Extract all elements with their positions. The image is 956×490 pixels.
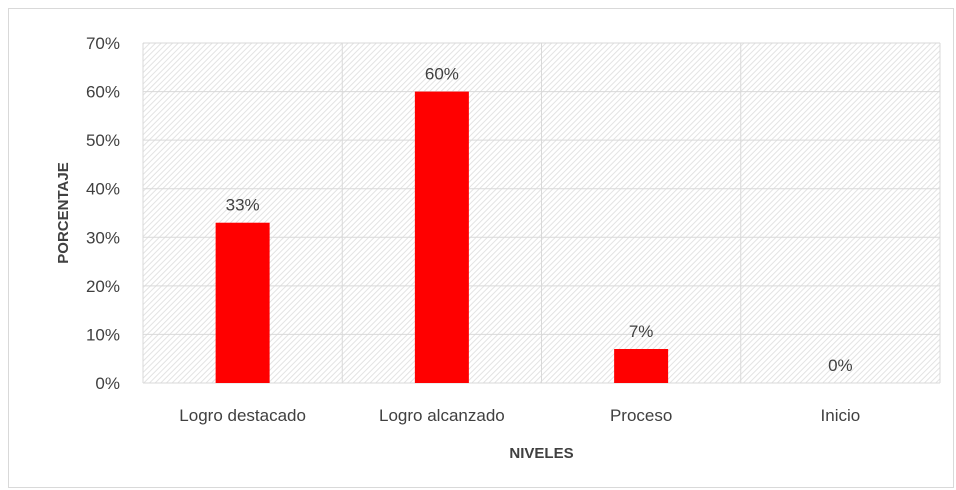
bar-0 bbox=[215, 222, 270, 383]
y-tick-label-0: 0% bbox=[95, 374, 120, 393]
y-tick-label-1: 10% bbox=[86, 325, 120, 344]
y-axis-ticks: 0% 10% 20% 30% 40% 50% 60% 70% bbox=[86, 34, 120, 393]
data-label-2: 7% bbox=[629, 322, 654, 341]
x-tick-label-1: Logro alcanzado bbox=[379, 406, 505, 425]
bar-2 bbox=[614, 349, 669, 383]
y-tick-label-6: 60% bbox=[86, 83, 120, 102]
grid-lines bbox=[142, 42, 941, 384]
data-label-3: 0% bbox=[828, 356, 853, 375]
y-tick-label-5: 50% bbox=[86, 131, 120, 150]
y-axis-title: PORCENTAJE bbox=[55, 162, 72, 263]
y-tick-label-7: 70% bbox=[86, 34, 120, 53]
x-tick-label-2: Proceso bbox=[610, 406, 672, 425]
y-tick-label-3: 30% bbox=[86, 228, 120, 247]
x-tick-label-0: Logro destacado bbox=[179, 406, 306, 425]
x-axis-categories: Logro destacado Logro alcanzado Proceso Ini… bbox=[179, 406, 860, 425]
x-axis-title: NIVELES bbox=[509, 445, 573, 462]
data-label-1: 60% bbox=[425, 65, 459, 84]
y-tick-label-4: 40% bbox=[86, 180, 120, 199]
x-tick-label-3: Inicio bbox=[821, 406, 861, 425]
y-tick-label-2: 20% bbox=[86, 277, 120, 296]
data-labels: 33% 60% 7% 0% bbox=[226, 65, 853, 375]
bar-1 bbox=[414, 91, 469, 384]
data-label-0: 33% bbox=[226, 196, 260, 215]
bars bbox=[215, 91, 669, 384]
